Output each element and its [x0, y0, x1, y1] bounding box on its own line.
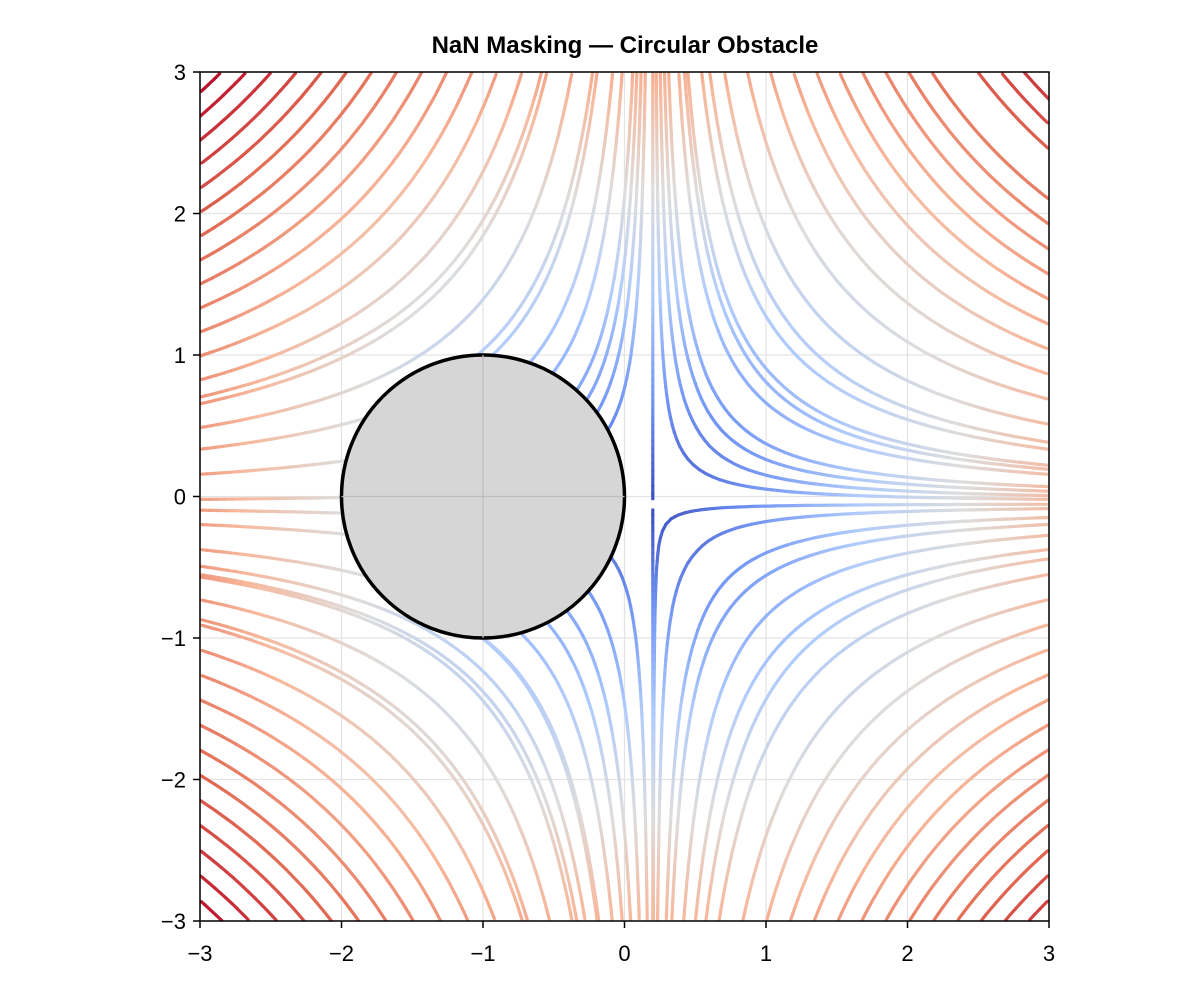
- y-axis: −3 −2 −1 0 1 2 3: [161, 60, 200, 934]
- streamline-segment: [1040, 294, 1049, 301]
- streamline-segment: [200, 623, 212, 630]
- streamline-segment: [200, 773, 205, 779]
- streamline-segment: [1037, 472, 1049, 476]
- x-tick-label: −2: [329, 941, 354, 966]
- y-tick-label: 1: [174, 343, 186, 368]
- streamline-segment: [200, 254, 209, 262]
- y-tick-label: −1: [161, 626, 186, 651]
- streamline-segment: [1042, 697, 1049, 704]
- y-tick-label: −2: [161, 768, 186, 793]
- streamline-segment: [200, 874, 205, 880]
- streamline-segment: [200, 799, 205, 804]
- streamline-segment: [200, 748, 205, 754]
- streamline-segment: [1042, 672, 1049, 679]
- streamline-segment: [200, 208, 206, 213]
- streamline-segment: [1040, 319, 1049, 326]
- streamlines: [200, 72, 1049, 921]
- streamline-segment: [607, 419, 615, 430]
- streamline-segment: [1040, 648, 1049, 654]
- streamline-segment: [200, 229, 210, 237]
- streamline-segment: [1040, 344, 1049, 350]
- streamline-segment: [200, 598, 207, 603]
- streamline-segment: [1044, 195, 1049, 200]
- obstacle: [339, 353, 627, 640]
- streamline-segment: [1042, 244, 1049, 251]
- x-tick-label: 0: [618, 941, 630, 966]
- x-tick-label: −3: [187, 941, 212, 966]
- streamline-segment: [1037, 395, 1049, 401]
- streamline-segment: [1037, 420, 1049, 426]
- streamline-segment: [596, 402, 604, 413]
- streamline-segment: [528, 356, 536, 364]
- streamline-segment: [566, 610, 573, 618]
- streamline-segment: [546, 622, 552, 628]
- streamline-segment: [1040, 874, 1049, 884]
- y-tick-label: −3: [161, 909, 186, 934]
- streamline-segment: [200, 824, 205, 830]
- chart-title: NaN Masking — Circular Obstacle: [431, 32, 819, 59]
- streamline-segment: [200, 548, 209, 552]
- streamline-segment: [575, 385, 581, 391]
- streamline-segment: [200, 400, 211, 406]
- streamline-segment: [200, 352, 207, 358]
- streamline-segment: [200, 279, 208, 286]
- streamline-segment: [200, 182, 208, 189]
- y-tick-label: 0: [174, 485, 186, 510]
- streamline-segment: [200, 446, 209, 451]
- streamline-segment: [520, 632, 529, 642]
- x-tick-label: 3: [1043, 941, 1055, 966]
- streamline-segment: [1040, 748, 1049, 756]
- streamline-segment: [587, 590, 594, 598]
- x-tick-label: 2: [901, 941, 913, 966]
- streamline-segment: [1039, 557, 1049, 562]
- streamline-segment: [1042, 849, 1049, 856]
- streamline-segment: [1043, 899, 1049, 905]
- streamline-segment: [200, 849, 205, 855]
- streamline-segment: [200, 328, 208, 334]
- streamline-segment: [200, 375, 211, 381]
- streamline-segment: [1040, 723, 1049, 731]
- streamline-segment: [200, 674, 209, 680]
- streamline-segment: [1044, 271, 1049, 276]
- streamline-segment: [200, 109, 209, 118]
- streamline-segment: [1044, 144, 1049, 150]
- streamline-segment: [1038, 467, 1049, 471]
- streamline-segment: [200, 135, 206, 142]
- streamline-segment: [200, 618, 207, 623]
- streamline-segment: [1038, 533, 1049, 538]
- streamline-segment: [1042, 117, 1049, 125]
- y-tick-label: 2: [174, 202, 186, 227]
- streamline-segment: [1040, 217, 1049, 226]
- y-tick-label: 3: [174, 60, 186, 85]
- streamline-segment: [1042, 798, 1049, 806]
- streamline-segment: [1040, 823, 1049, 833]
- streamline-segment: [1039, 439, 1049, 444]
- streamline-segment: [200, 87, 205, 93]
- streamline-segment: [200, 304, 207, 310]
- streamline-segment: [1040, 573, 1049, 578]
- x-tick-label: −1: [470, 941, 495, 966]
- streamline-segment: [200, 900, 207, 907]
- streamline-segment: [1037, 623, 1049, 630]
- streamline-segment: [1044, 773, 1049, 779]
- streamline-segment: [1037, 548, 1049, 553]
- streamline-segment: [1042, 371, 1049, 376]
- streamline-segment: [1037, 598, 1049, 604]
- streamline-segment: [200, 648, 212, 655]
- streamline-segment: [1041, 463, 1049, 467]
- streamline-segment: [200, 564, 208, 569]
- streamline-segment: [200, 394, 207, 399]
- x-axis: −3 −2 −1 0 1 2 3: [187, 921, 1055, 966]
- streamline-segment: [200, 698, 207, 704]
- x-tick-label: 1: [760, 941, 772, 966]
- streamline-segment: [200, 156, 210, 165]
